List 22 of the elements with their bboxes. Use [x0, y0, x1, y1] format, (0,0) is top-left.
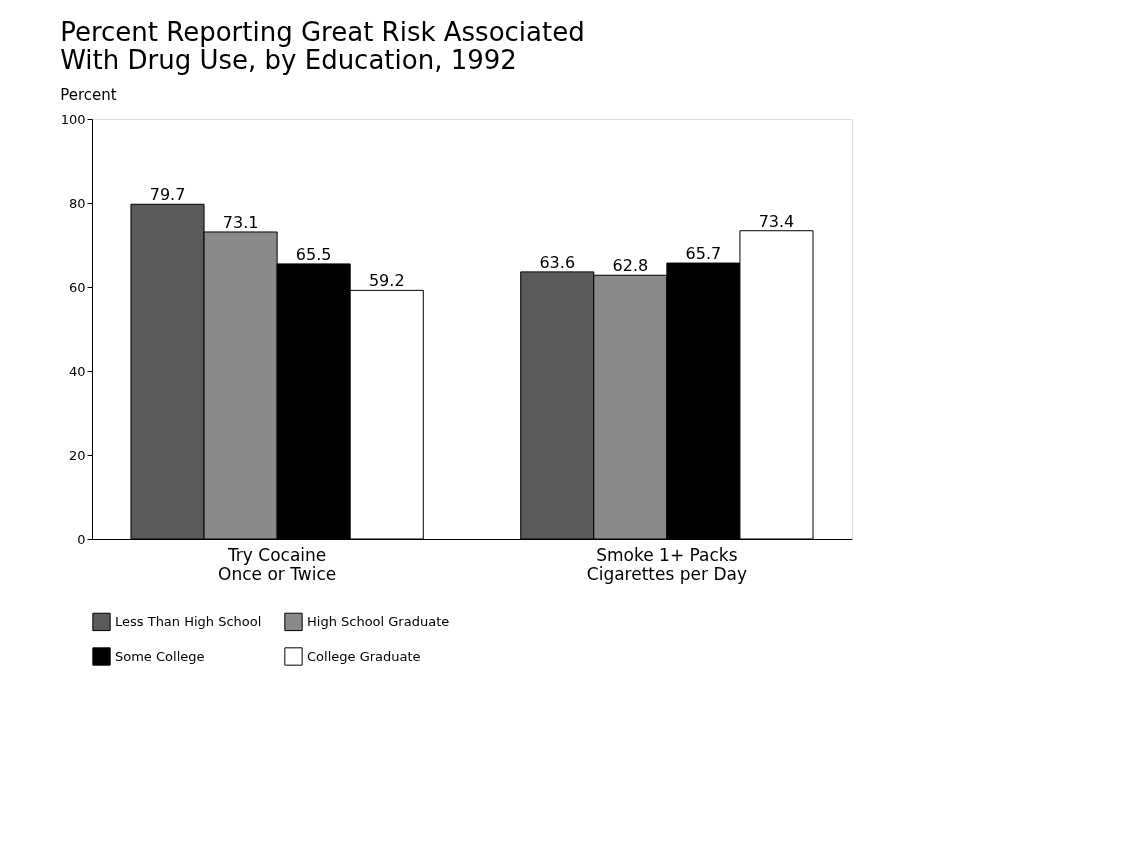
y-tick-label: 60	[68, 279, 86, 295]
y-tick-label: 0	[77, 531, 86, 547]
legend-label: Less Than High School	[115, 613, 262, 629]
y-tick-label: 100	[60, 111, 86, 127]
y-tick-label: 20	[68, 447, 86, 463]
legend-label: Some College	[115, 648, 205, 664]
y-axis-title: Percent	[60, 86, 117, 104]
y-tick-label: 80	[68, 195, 86, 211]
data-label: 63.6	[539, 252, 576, 272]
x-tick-label: Smoke 1+ Packs Cigarettes per Day	[586, 544, 747, 584]
data-label: 73.4	[758, 211, 795, 231]
legend-label: High School Graduate	[307, 613, 450, 629]
data-label: 65.5	[295, 244, 332, 264]
data-label: 59.2	[368, 271, 405, 291]
legend-label: College Graduate	[307, 648, 421, 664]
chart-title: Percent Reporting Great Risk Associated With Drug Use, by Education, 1992	[60, 17, 585, 75]
y-tick-label: 40	[68, 363, 86, 379]
data-label: 73.1	[222, 212, 259, 232]
x-tick-label: Try Cocaine Once or Twice	[218, 544, 337, 584]
data-label: 65.7	[685, 244, 722, 264]
data-label: 79.7	[149, 185, 186, 205]
data-label: 62.8	[612, 256, 649, 276]
